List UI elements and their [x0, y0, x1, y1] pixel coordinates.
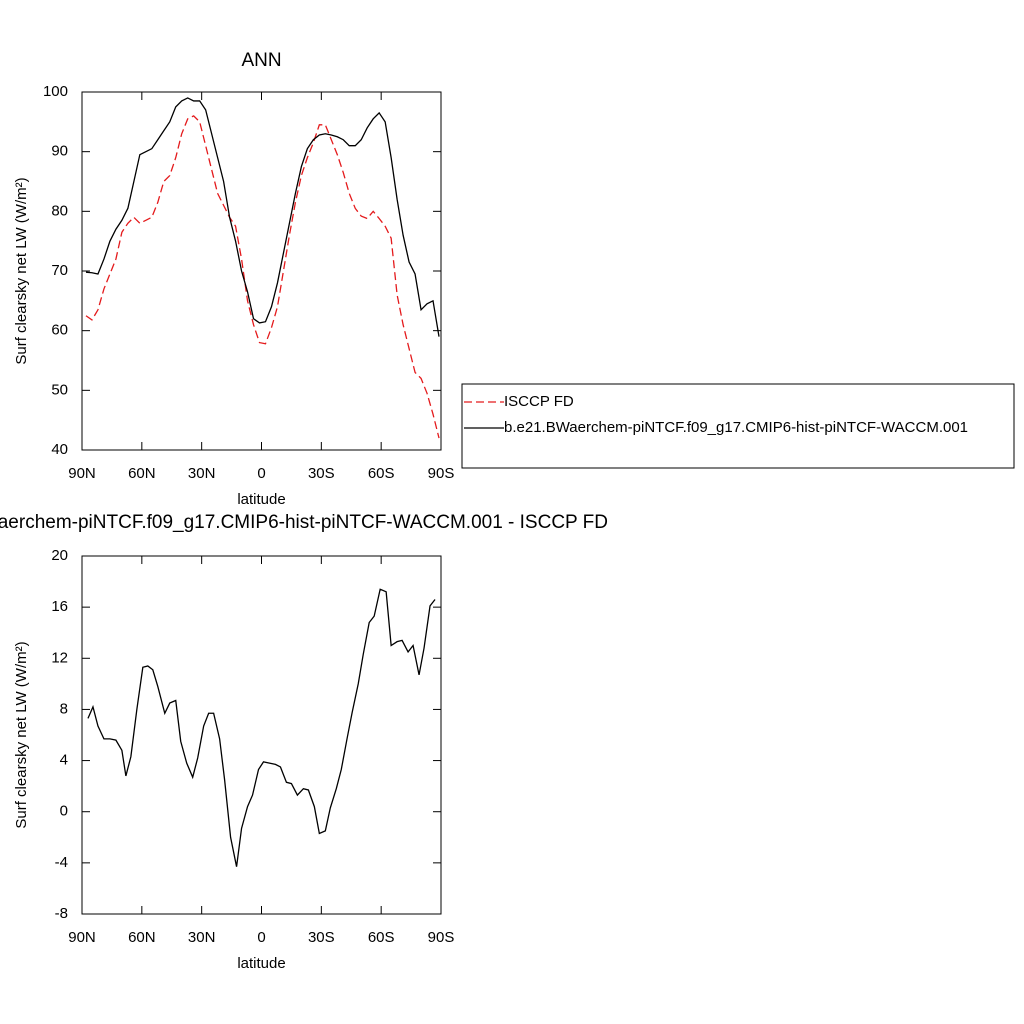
y-tick-label: 60: [51, 322, 68, 339]
y-tick-label: -8: [55, 905, 68, 922]
x-tick-label: 0: [257, 465, 265, 482]
y-tick-label: 50: [51, 381, 68, 398]
legend-box: [461, 383, 1015, 469]
x-axis-label: latitude: [237, 955, 285, 972]
x-tick-label: 90N: [68, 929, 96, 946]
y-tick-label: -4: [55, 854, 68, 871]
x-tick-label: 90S: [428, 929, 455, 946]
y-tick-label: 20: [51, 547, 68, 564]
plot-frame: [81, 555, 442, 915]
x-tick-label: 60N: [128, 929, 156, 946]
x-tick-label: 90S: [428, 465, 455, 482]
y-axis-label: Surf clearsky net LW (W/m²): [13, 641, 30, 828]
x-axis-label: latitude: [237, 491, 285, 508]
y-tick-label: 16: [51, 598, 68, 615]
y-tick-label: 100: [43, 83, 68, 100]
y-tick-label: 90: [51, 143, 68, 160]
data-line: [87, 588, 436, 867]
y-tick-label: 8: [60, 700, 68, 717]
legend-label: ISCCP FD: [504, 393, 574, 410]
x-tick-label: 0: [257, 929, 265, 946]
chart-title: b.e21.BWaerchem-piNTCF.f09_g17.CMIP6-his…: [0, 512, 608, 533]
x-tick-label: 30S: [308, 929, 335, 946]
y-tick-label: 12: [51, 649, 68, 666]
chart-title: ANN: [241, 50, 281, 71]
x-tick-label: 30S: [308, 465, 335, 482]
legend-label: b.e21.BWaerchem-piNTCF.f09_g17.CMIP6-his…: [504, 419, 968, 436]
x-tick-label: 60N: [128, 465, 156, 482]
x-tick-label: 30N: [188, 465, 216, 482]
x-tick-label: 60S: [368, 929, 395, 946]
x-tick-label: 60S: [368, 465, 395, 482]
data-line: [85, 97, 440, 337]
x-tick-label: 90N: [68, 465, 96, 482]
x-tick-label: 30N: [188, 929, 216, 946]
y-tick-label: 80: [51, 202, 68, 219]
y-tick-label: 4: [60, 752, 68, 769]
y-tick-label: 0: [60, 803, 68, 820]
y-tick-label: 70: [51, 262, 68, 279]
data-line: [85, 115, 440, 439]
plot-frame: [81, 91, 442, 451]
y-axis-label: Surf clearsky net LW (W/m²): [13, 177, 30, 364]
y-tick-label: 40: [51, 441, 68, 458]
